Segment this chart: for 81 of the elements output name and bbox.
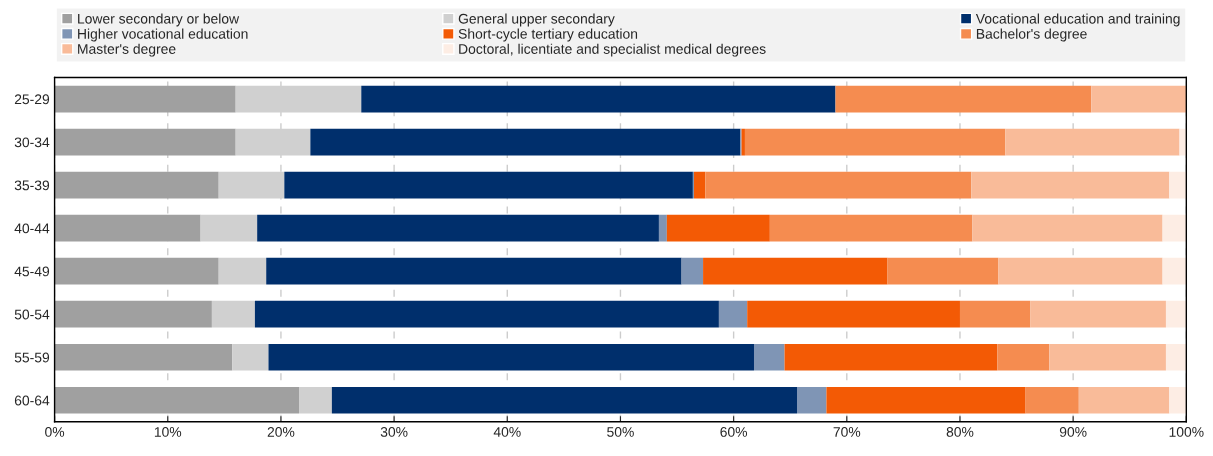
y-tick-label: 35-39 xyxy=(14,180,50,191)
y-tick-label: 50-54 xyxy=(14,309,50,320)
bar xyxy=(257,214,659,242)
bar xyxy=(835,85,1092,113)
x-tick-label: 30% xyxy=(380,427,408,437)
bar xyxy=(331,386,797,414)
bar xyxy=(54,128,236,156)
x-tick-label: 100% xyxy=(1169,427,1204,437)
bar xyxy=(361,85,836,113)
bar xyxy=(1162,257,1187,285)
bar xyxy=(747,300,960,328)
y-tick-label: 40-44 xyxy=(14,223,50,234)
x-tick-label: 0% xyxy=(45,427,65,437)
bar xyxy=(959,300,1031,328)
x-tick-label: 90% xyxy=(1059,427,1087,437)
bar xyxy=(694,171,706,199)
legend-label: Vocational education and training xyxy=(975,13,1180,27)
bar xyxy=(254,300,719,328)
y-tick-label: 45-49 xyxy=(14,266,50,277)
bar xyxy=(1165,343,1187,371)
bar xyxy=(718,300,748,328)
legend-label: General upper secondary xyxy=(458,13,615,27)
bar xyxy=(784,343,998,371)
bar xyxy=(54,171,219,199)
bar xyxy=(826,386,1026,414)
bar xyxy=(972,214,1163,242)
bar xyxy=(211,300,255,328)
bar xyxy=(744,128,1006,156)
bar xyxy=(310,128,741,156)
x-tick-label: 20% xyxy=(267,427,295,437)
legend-label: Short-cycle tertiary education xyxy=(458,28,638,42)
bar xyxy=(54,85,236,113)
bar xyxy=(268,343,754,371)
bar xyxy=(997,343,1050,371)
y-tick-label: 25-29 xyxy=(14,94,50,105)
bar xyxy=(232,343,269,371)
x-tick-label: 40% xyxy=(493,427,521,437)
x-tick-label: 50% xyxy=(607,427,634,437)
bar xyxy=(705,171,972,199)
x-tick-label: 70% xyxy=(833,427,861,437)
bar xyxy=(1030,300,1166,328)
bar xyxy=(1162,214,1187,242)
legend-label: Lower secondary or below xyxy=(78,13,240,27)
y-tick-label: 60-64 xyxy=(14,395,50,406)
bar xyxy=(971,171,1170,199)
bar xyxy=(54,300,212,328)
bar xyxy=(1169,171,1187,199)
x-tick-label: 80% xyxy=(946,427,974,437)
bar xyxy=(54,386,300,414)
bar xyxy=(54,343,233,371)
bar xyxy=(1165,300,1187,328)
bar xyxy=(1025,386,1079,414)
bar xyxy=(284,171,693,199)
bar xyxy=(54,214,201,242)
bar xyxy=(1049,343,1166,371)
bar xyxy=(1091,85,1187,113)
y-tick-label: 30-34 xyxy=(14,137,50,148)
bar xyxy=(666,214,770,242)
bar xyxy=(658,214,667,242)
bar xyxy=(769,214,973,242)
legend-label: Bachelor's degree xyxy=(976,28,1087,42)
bar xyxy=(200,214,258,242)
bar xyxy=(703,257,888,285)
bar xyxy=(681,257,704,285)
legend-label: Master's degree xyxy=(78,43,176,57)
bar xyxy=(998,257,1163,285)
y-tick-label: 55-59 xyxy=(14,352,50,363)
bar xyxy=(887,257,999,285)
bar xyxy=(1005,128,1180,156)
legend-label: Doctoral, licentiate and specialist medical degrees xyxy=(459,43,766,57)
x-tick-label: 10% xyxy=(154,427,182,437)
bar xyxy=(218,257,267,285)
bar xyxy=(299,386,332,414)
legend-label: Higher vocational education xyxy=(78,28,248,42)
bar xyxy=(1169,386,1187,414)
bar xyxy=(753,343,785,371)
bar xyxy=(54,257,219,285)
bar xyxy=(266,257,682,285)
x-tick-label: 60% xyxy=(720,427,748,437)
bar xyxy=(1078,386,1170,414)
bar xyxy=(797,386,827,414)
